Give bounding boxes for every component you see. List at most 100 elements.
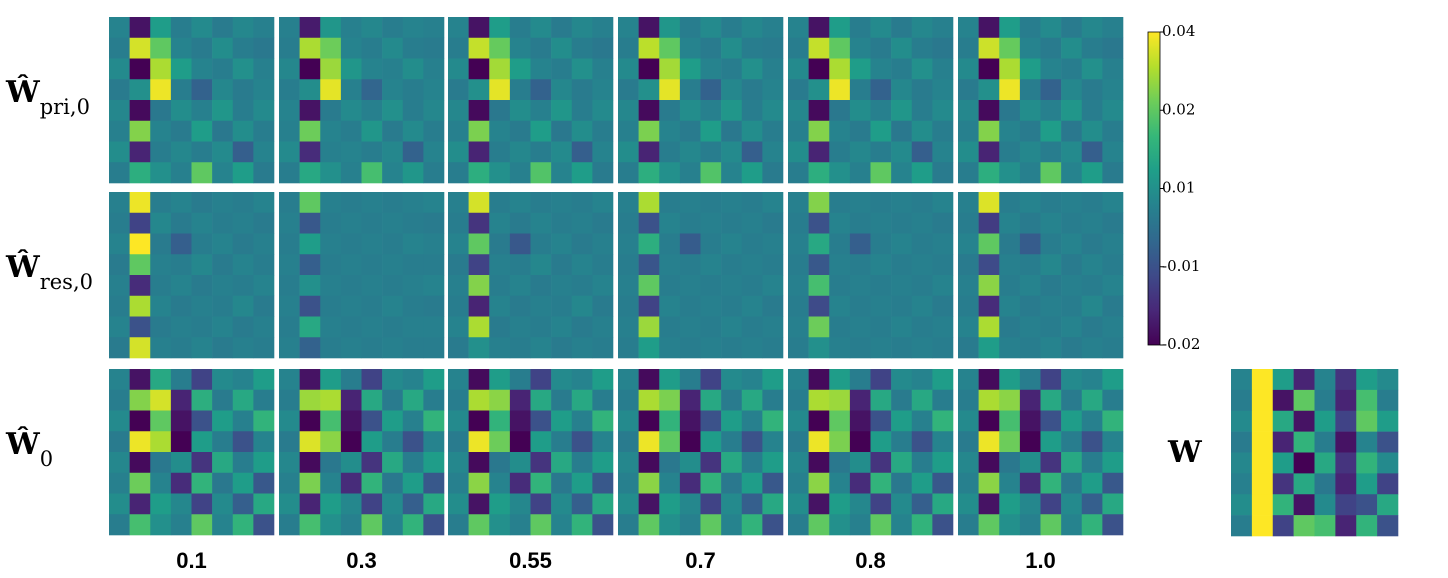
heatmap-cell [129, 337, 151, 359]
heatmap-cell [320, 141, 342, 163]
heatmap-cell [1061, 410, 1083, 432]
heatmap-cell [932, 514, 954, 536]
heatmap-cell [1081, 37, 1103, 59]
heatmap-cell [129, 17, 151, 39]
heatmap-cell [571, 120, 593, 142]
heatmap-cell [530, 514, 552, 536]
heatmap-cell [150, 120, 172, 142]
heatmap-cell [788, 389, 809, 411]
heatmap-cell [911, 79, 933, 101]
heatmap-cell [618, 79, 639, 101]
heatmap-cell [958, 514, 979, 536]
heatmap-cell [721, 316, 743, 338]
heatmap-cell [299, 37, 321, 59]
heatmap-cell [700, 120, 722, 142]
heatmap-cell [170, 472, 192, 494]
heatmap-cell [829, 254, 851, 276]
heatmap-cell [1102, 79, 1124, 101]
heatmap-cell [402, 295, 424, 317]
heatmap-cell [509, 514, 531, 536]
heatmap-cell [999, 17, 1021, 39]
heatmap-cell [150, 79, 172, 101]
row-label: Ŵ0 [5, 426, 53, 471]
heatmap-cell [509, 37, 531, 59]
heatmap-cell [978, 410, 1000, 432]
heatmap-cell [700, 337, 722, 359]
heatmap-cell [911, 100, 933, 122]
heatmap-cell [299, 472, 321, 494]
heatmap-cell [299, 162, 321, 184]
heatmap-cell [808, 452, 830, 474]
heatmap-cell [448, 37, 469, 59]
heatmap-cell [299, 452, 321, 474]
heatmap-cell [448, 79, 469, 101]
heatmap-cell [150, 212, 172, 234]
heatmap-cell [109, 316, 130, 338]
heatmap-cell [382, 431, 404, 453]
heatmap-cell [299, 17, 321, 39]
heatmap-cell [1356, 473, 1378, 495]
heatmap-cell [232, 212, 254, 234]
heatmap-cell [1356, 389, 1378, 412]
heatmap-cell [571, 431, 593, 453]
heatmap-cell [191, 120, 213, 142]
heatmap-cell [741, 162, 763, 184]
heatmap-cell [638, 452, 660, 474]
heatmap-cell [762, 233, 784, 255]
heatmap-cell [150, 410, 172, 432]
heatmap-cell [911, 37, 933, 59]
heatmap-cell [361, 410, 383, 432]
heatmap-cell [191, 369, 213, 391]
heatmap-cell [191, 58, 213, 80]
heatmap-cell [468, 141, 490, 163]
heatmap-cell [571, 212, 593, 234]
heatmap-cell [340, 100, 362, 122]
heatmap-cell [700, 369, 722, 391]
heatmap-cell [762, 316, 784, 338]
heatmap-cell [659, 410, 681, 432]
heatmap-cell [741, 410, 763, 432]
heatmap-cell [829, 162, 851, 184]
heatmap-cell [320, 295, 342, 317]
heatmap-cell [468, 295, 490, 317]
heatmap-cell [129, 162, 151, 184]
heatmap-cell [870, 472, 892, 494]
heatmap-cell [170, 369, 192, 391]
heatmap-cell [638, 58, 660, 80]
heatmap-cell [638, 493, 660, 515]
heatmap-cell [279, 79, 300, 101]
heatmap-cell [978, 369, 1000, 391]
heatmap-cell [1102, 410, 1124, 432]
heatmap-cell [571, 233, 593, 255]
heatmap-cell [170, 37, 192, 59]
heatmap-cell [1335, 515, 1357, 537]
heatmap-cell [109, 337, 130, 359]
heatmap-cell [829, 472, 851, 494]
heatmap-cell [1040, 162, 1062, 184]
heatmap-cell [829, 100, 851, 122]
heatmap-cell [1040, 316, 1062, 338]
heatmap-cell [1081, 192, 1103, 214]
heatmap-cell [741, 389, 763, 411]
heatmap-cell [191, 162, 213, 184]
heatmap-cell [253, 58, 275, 80]
heatmap-cell [212, 431, 234, 453]
heatmap-cell [1040, 337, 1062, 359]
heatmap-cell [808, 493, 830, 515]
heatmap-cell [788, 369, 809, 391]
heatmap-cell [468, 17, 490, 39]
heatmap-cell [679, 410, 701, 432]
heatmap-cell [468, 452, 490, 474]
heatmap-cell [382, 389, 404, 411]
heatmap-cell [279, 410, 300, 432]
heatmap-cell [150, 493, 172, 515]
heatmap-cell [509, 472, 531, 494]
heatmap-cell [402, 452, 424, 474]
heatmap-cell [849, 472, 871, 494]
heatmap-cell [829, 514, 851, 536]
heatmap-cell [978, 233, 1000, 255]
heatmap-cell [279, 192, 300, 214]
heatmap-cell [741, 79, 763, 101]
heatmap-cell [721, 369, 743, 391]
heatmap-cell [659, 37, 681, 59]
